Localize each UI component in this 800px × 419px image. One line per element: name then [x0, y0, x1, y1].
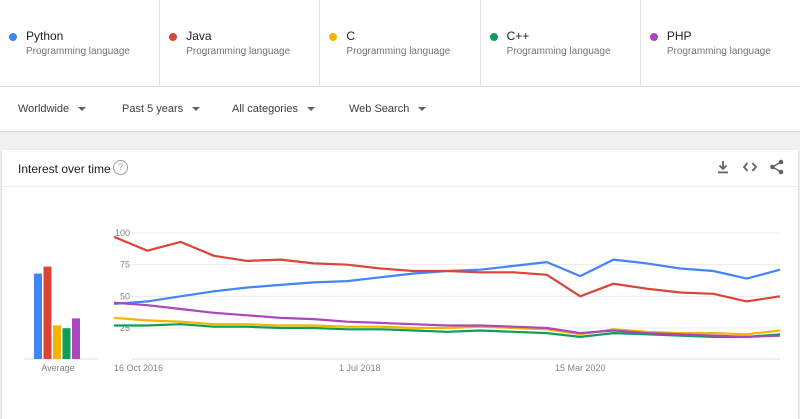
x-tick-label: 1 Jul 2018	[339, 363, 381, 373]
compare-terms-bar: Python Programming language Java Program…	[0, 0, 800, 87]
average-bar-java	[43, 266, 52, 359]
y-tick-label: 75	[120, 260, 130, 270]
caret-down-icon	[78, 107, 87, 111]
term-category: Programming language	[346, 46, 451, 57]
interest-chart: 100 75 50 25 16 Oct 2016 1 Jul 2018 15 Mar 202…	[24, 228, 781, 373]
series-line-php	[113, 301, 781, 338]
period-dropdown[interactable]: Past 5 years	[122, 103, 201, 115]
average-label: Average	[41, 363, 74, 373]
series-line-c	[113, 316, 781, 336]
caret-down-icon	[192, 107, 201, 111]
term-name: Python	[26, 29, 64, 43]
filter-bar: Worldwide Past 5 years All categories We…	[0, 87, 800, 131]
search-type-dropdown[interactable]: Web Search	[349, 103, 427, 115]
series-line-java	[113, 235, 781, 303]
term-name: PHP	[666, 29, 692, 43]
term-name: C++	[506, 29, 530, 43]
term-category: Programming language	[506, 46, 611, 57]
category-label: All categories	[232, 103, 299, 115]
term-name: C	[346, 29, 356, 43]
term-java[interactable]: Java Programming language	[160, 0, 321, 86]
series-line-cpp	[114, 323, 781, 338]
java-color-dot	[169, 33, 178, 41]
region-dropdown[interactable]: Worldwide	[18, 103, 87, 115]
term-name: Java	[186, 29, 212, 43]
interest-over-time-card: Interest over time ? 100 75 50 25 16 Oct 201…	[2, 150, 798, 419]
caret-down-icon	[418, 107, 427, 111]
y-tick-label: 50	[120, 291, 130, 301]
card-title: Interest over time	[18, 162, 111, 176]
region-label: Worldwide	[18, 103, 70, 115]
search-type-label: Web Search	[349, 103, 410, 115]
download-icon[interactable]	[714, 158, 732, 176]
average-bar-cpp	[62, 328, 71, 359]
y-tick-label: 100	[115, 228, 130, 238]
c-color-dot	[329, 33, 338, 41]
caret-down-icon	[307, 107, 316, 111]
average-bar-c	[53, 325, 61, 359]
y-tick-label: 25	[120, 323, 130, 333]
x-tick-label: 15 Mar 2020	[555, 363, 606, 373]
help-icon[interactable]: ?	[113, 160, 128, 175]
share-icon[interactable]	[768, 158, 786, 176]
term-category: Programming language	[186, 46, 291, 57]
card-divider	[2, 186, 798, 187]
series-line-python	[113, 258, 781, 305]
term-php[interactable]: PHP Programming language	[641, 0, 800, 86]
category-dropdown[interactable]: All categories	[232, 103, 316, 115]
embed-icon[interactable]	[741, 158, 759, 176]
term-python[interactable]: Python Programming language	[0, 0, 161, 86]
cpp-color-dot	[489, 33, 498, 41]
php-color-dot	[649, 33, 658, 41]
term-cpp[interactable]: C++ Programming language	[481, 0, 641, 86]
period-label: Past 5 years	[122, 103, 184, 115]
term-category: Programming language	[666, 46, 771, 57]
term-c[interactable]: C Programming language	[320, 0, 481, 86]
python-color-dot	[9, 33, 17, 41]
average-bar-php	[72, 318, 80, 359]
x-tick-label: 16 Oct 2016	[114, 363, 163, 373]
average-bar-python	[34, 273, 42, 359]
term-category: Programming language	[26, 46, 130, 57]
